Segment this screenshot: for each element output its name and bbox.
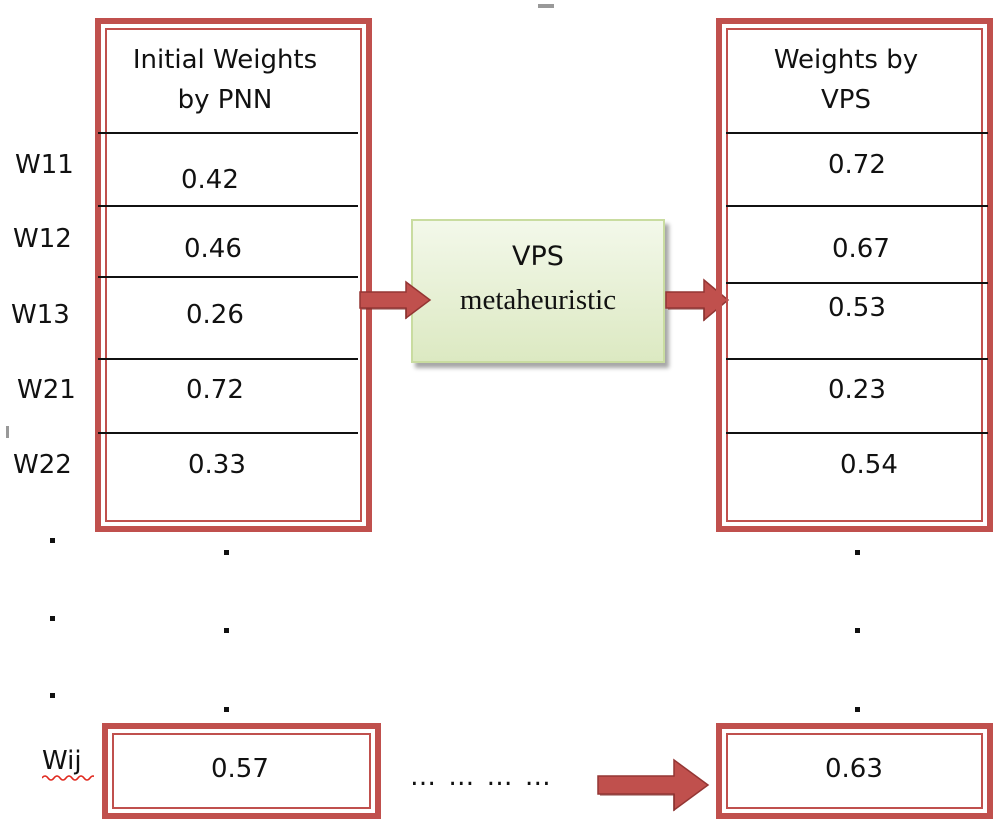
right-value-w11: 0.72 xyxy=(828,150,886,180)
row-label-w22: W22 xyxy=(13,450,72,480)
right-row-divider xyxy=(726,358,988,360)
left-row-divider xyxy=(98,276,358,278)
left-value-w21: 0.72 xyxy=(186,375,244,405)
process-line1: VPS xyxy=(512,241,564,272)
resize-handle-top[interactable] xyxy=(538,4,554,8)
vps-metaheuristic-box: VPS metaheuristic xyxy=(411,219,665,363)
left-value-w11: 0.42 xyxy=(181,165,239,195)
arrow-bottom xyxy=(597,758,710,812)
left-value-w12: 0.46 xyxy=(184,234,242,264)
ellipsis-dot xyxy=(224,707,229,712)
right-bottom-frame xyxy=(716,723,993,819)
right-row-divider xyxy=(726,282,988,284)
left-table-header: Initial Weights by PNN xyxy=(105,40,345,120)
right-header-line2: VPS xyxy=(821,85,871,115)
arrow-to-process xyxy=(359,280,432,320)
left-header-line1: Initial Weights xyxy=(132,45,318,75)
ellipsis-dot xyxy=(224,628,229,633)
row-label-w11: W11 xyxy=(15,150,74,180)
right-value-w21: 0.23 xyxy=(828,375,886,405)
row-label-wij: Wij xyxy=(42,746,82,776)
ellipsis-dot xyxy=(855,628,860,633)
left-value-w13: 0.26 xyxy=(186,300,244,330)
right-value-w12: 0.67 xyxy=(832,234,890,264)
row-label-w21: W21 xyxy=(17,375,76,405)
left-value-wij: 0.57 xyxy=(211,754,269,784)
left-table-frame xyxy=(95,18,372,532)
left-header-line2: by PNN xyxy=(177,85,273,115)
right-value-w13: 0.53 xyxy=(828,293,886,323)
row-label-w12: W12 xyxy=(13,224,72,254)
resize-handle-left[interactable] xyxy=(6,426,9,438)
ellipsis-dot xyxy=(855,707,860,712)
ellipsis-dot xyxy=(855,550,860,555)
left-row-divider xyxy=(98,132,358,134)
right-row-divider xyxy=(726,205,988,207)
right-row-divider xyxy=(726,432,988,434)
row-label-w13: W13 xyxy=(11,300,70,330)
right-value-wij: 0.63 xyxy=(825,754,883,784)
left-row-divider xyxy=(98,432,358,434)
ellipsis-dot xyxy=(224,550,229,555)
spellcheck-underline xyxy=(42,775,94,781)
ellipsis-dot xyxy=(50,538,55,543)
left-bottom-frame xyxy=(102,723,381,819)
ellipsis-dot xyxy=(50,616,55,621)
left-row-divider xyxy=(98,205,358,207)
left-value-w22: 0.33 xyxy=(188,450,246,480)
process-line2: metaheuristic xyxy=(459,284,617,316)
right-table-frame xyxy=(716,18,993,532)
right-header-line1: Weights by xyxy=(773,45,919,75)
left-row-divider xyxy=(98,358,358,360)
right-row-divider xyxy=(726,132,988,134)
right-value-w22: 0.54 xyxy=(840,450,898,480)
bottom-ellipsis: … … … … xyxy=(410,762,553,792)
right-table-header: Weights by VPS xyxy=(726,40,966,120)
ellipsis-dot xyxy=(50,693,55,698)
